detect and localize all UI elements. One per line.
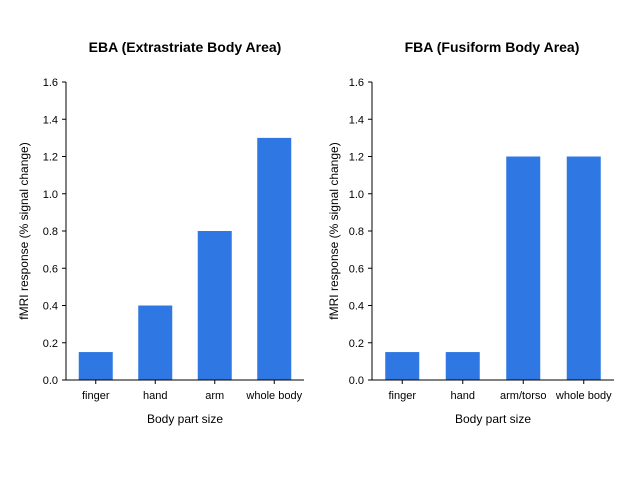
x-tick-label: whole body [555, 390, 612, 402]
x-tick-label: finger [388, 390, 416, 402]
y-tick-label: 1.6 [349, 77, 364, 89]
y-tick-label: 0.0 [43, 375, 58, 387]
y-tick-label: 0.8 [349, 226, 364, 238]
bar-arm [197, 231, 232, 380]
y-tick-label: 1.6 [43, 77, 58, 89]
y-tick-label: 1.0 [349, 189, 364, 201]
x-tick-label: arm/torso [500, 390, 546, 402]
bar-arm-torso [506, 156, 541, 380]
bar-whole-body [566, 156, 601, 380]
y-tick-label: 0.0 [349, 375, 364, 387]
chart-title: EBA (Extrastriate Body Area) [89, 39, 282, 55]
x-tick-label: finger [82, 390, 110, 402]
y-tick-label: 0.2 [43, 338, 58, 350]
y-tick-label: 0.4 [349, 301, 364, 313]
fba-panel: FBA (Fusiform Body Area) 0.0 0.2 0.4 0.6 0.8 1… [327, 39, 614, 426]
x-axis-label: Body part size [147, 412, 223, 426]
bar-whole-body [257, 137, 292, 380]
y-tick-label: 0.6 [349, 263, 364, 275]
x-tick-label: arm [205, 390, 224, 402]
bar-finger [78, 352, 113, 380]
x-tick-label: hand [143, 390, 167, 402]
x-tick-label: whole body [245, 390, 302, 402]
chart-title: FBA (Fusiform Body Area) [405, 39, 580, 55]
y-tick-label: 0.4 [43, 301, 58, 313]
bar-hand [445, 352, 480, 380]
bar-finger [385, 352, 420, 380]
y-tick-label: 0.2 [349, 338, 364, 350]
y-tick-label: 0.8 [43, 226, 58, 238]
y-tick-label: 1.4 [349, 114, 364, 126]
eba-panel: EBA (Extrastriate Body Area) 0.0 0.2 0.4 0.6… [17, 39, 304, 426]
y-axis-label: fMRI response (% signal change) [17, 142, 31, 319]
bar-hand [138, 305, 173, 380]
y-tick-label: 0.6 [43, 263, 58, 275]
y-axis-label: fMRI response (% signal change) [327, 142, 341, 319]
x-axis-label: Body part size [455, 412, 531, 426]
x-tick-label: hand [451, 390, 475, 402]
y-tick-label: 1.2 [43, 152, 58, 164]
y-tick-label: 1.2 [349, 152, 364, 164]
y-tick-label: 1.4 [43, 114, 58, 126]
y-tick-label: 1.0 [43, 189, 58, 201]
